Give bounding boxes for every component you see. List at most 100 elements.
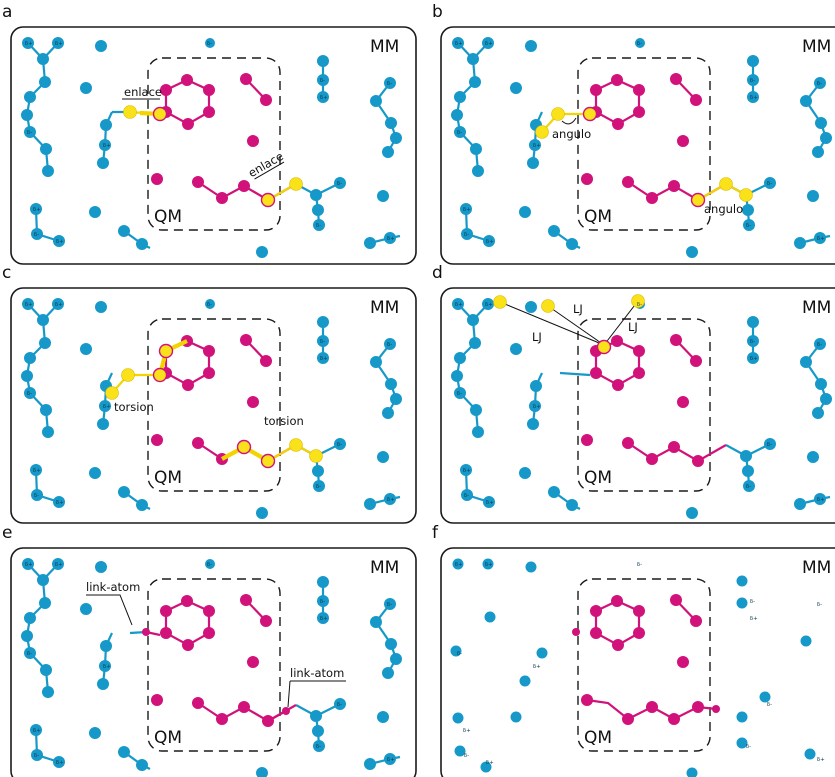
- qm-label: QM: [154, 207, 182, 227]
- panel-letter: a: [2, 2, 12, 22]
- panel-letter: d: [432, 263, 443, 283]
- qm-label: QM: [154, 728, 182, 748]
- panel-c: c torsion torsion MM QM: [2, 263, 417, 524]
- lj-label: LJ: [532, 330, 542, 344]
- partial-charge-label: δ+: [533, 143, 541, 149]
- angle-label: angulo: [552, 127, 591, 141]
- mm-label: MM: [370, 37, 399, 57]
- partial-charge-label: δ-: [817, 602, 822, 608]
- qm-label: QM: [154, 468, 182, 488]
- partial-charge-label: δ+: [56, 760, 64, 766]
- partial-charge-label: δ+: [750, 95, 758, 101]
- partial-charge-label: δ-: [637, 302, 642, 308]
- partial-charge-label: δ-: [34, 493, 39, 499]
- partial-charge-label: δ+: [455, 562, 463, 568]
- partial-charge-label: δ+: [387, 236, 395, 242]
- partial-charge-label: δ-: [637, 41, 642, 47]
- partial-charge-label: δ+: [56, 500, 64, 506]
- boundary-atom: [289, 177, 303, 191]
- boundary-atom: [551, 107, 565, 121]
- partial-charge-label: δ-: [457, 651, 462, 657]
- boundary-qm-atom: [582, 106, 598, 122]
- qm-region-box: [577, 57, 711, 231]
- partial-charge-label: δ-: [457, 391, 462, 397]
- panel-a: a enlace enlace MM QM: [2, 2, 417, 265]
- partial-charge-label: δ+: [56, 239, 64, 245]
- qm-region-box: [147, 578, 281, 752]
- link-atom: [282, 707, 290, 715]
- torsion-label: torsion: [114, 400, 154, 414]
- mm-region-box: [440, 287, 835, 524]
- partial-charge-label: δ-: [316, 223, 321, 229]
- angle-label: angulo: [704, 202, 743, 216]
- boundary-atom: [739, 188, 753, 202]
- partial-charge-label: δ+: [320, 356, 328, 362]
- partial-charge-label: δ+: [455, 41, 463, 47]
- partial-charge-label: δ+: [103, 404, 111, 410]
- partial-charge-label: δ+: [25, 41, 33, 47]
- partial-charge-label: δ+: [33, 207, 41, 213]
- boundary-atom: [105, 386, 119, 400]
- partial-charge-label: δ-: [746, 484, 751, 490]
- link-atom-label: link-atom: [86, 580, 140, 594]
- partial-charge-label: δ-: [320, 599, 325, 605]
- torsion-label: torsion: [264, 414, 304, 428]
- partial-charge-label: δ-: [387, 342, 392, 348]
- partial-charge-label: δ-: [767, 442, 772, 448]
- mm-label: MM: [802, 558, 831, 578]
- qm-region-box: [577, 318, 711, 492]
- partial-charge-label: δ-: [207, 562, 212, 568]
- partial-charge-label: δ-: [464, 493, 469, 499]
- partial-charge-label: δ+: [33, 728, 41, 734]
- lj-atom: [541, 299, 555, 313]
- partial-charge-label: δ-: [207, 41, 212, 47]
- panel-letter: e: [2, 523, 12, 543]
- lj-label: LJ: [573, 302, 583, 316]
- bond-label: enlace: [124, 85, 162, 99]
- partial-charge-label: δ-: [316, 744, 321, 750]
- partial-charge-label: δ-: [750, 78, 755, 84]
- partial-charge-label: δ+: [533, 664, 541, 670]
- partial-charge-label: δ-: [817, 81, 822, 87]
- partial-charge-label: δ+: [25, 562, 33, 568]
- partial-charge-label: δ-: [767, 181, 772, 187]
- link-atom-label: link-atom: [290, 666, 344, 680]
- mm-region-box: [440, 26, 835, 265]
- partial-charge-label: δ+: [387, 757, 395, 763]
- boundary-atom: [289, 438, 303, 452]
- mm-region-box: [10, 26, 417, 265]
- partial-charge-label: δ+: [103, 664, 111, 670]
- partial-charge-label: δ-: [746, 744, 751, 750]
- partial-charge-label: δ+: [320, 616, 328, 622]
- partial-charge-label: δ+: [55, 302, 63, 308]
- partial-charge-label: δ-: [637, 562, 642, 568]
- partial-charge-label: δ+: [103, 143, 111, 149]
- partial-charge-label: δ-: [746, 223, 751, 229]
- qm-region-box: [147, 318, 281, 492]
- qm-label: QM: [584, 207, 612, 227]
- partial-charge-label: δ+: [486, 239, 494, 245]
- partial-charge-label: δ-: [34, 232, 39, 238]
- panel-e: e link-atom link-atom MM QM: [2, 523, 417, 777]
- boundary-atom: [719, 177, 733, 191]
- mm-region-box: [10, 547, 417, 777]
- partial-charge-label: δ-: [457, 130, 462, 136]
- partial-charge-label: δ+: [817, 757, 825, 763]
- boundary-atom: [123, 105, 137, 119]
- lj-atom: [493, 295, 507, 309]
- partial-charge-label: δ+: [463, 468, 471, 474]
- qm-region-box: [147, 57, 281, 231]
- partial-charge-label: δ+: [486, 760, 494, 766]
- partial-charge-label: δ+: [486, 500, 494, 506]
- panel-letter: f: [432, 523, 439, 543]
- partial-charge-label: δ+: [55, 562, 63, 568]
- qm-label: QM: [584, 728, 612, 748]
- partial-charge-label: δ-: [464, 753, 469, 759]
- partial-charge-label: δ+: [750, 616, 758, 622]
- partial-charge-label: δ-: [750, 599, 755, 605]
- partial-charge-label: δ-: [27, 391, 32, 397]
- lj-label: LJ: [628, 320, 638, 334]
- panel-b: b angulo angulo MM QM: [432, 2, 835, 265]
- mm-region-box: [10, 287, 417, 524]
